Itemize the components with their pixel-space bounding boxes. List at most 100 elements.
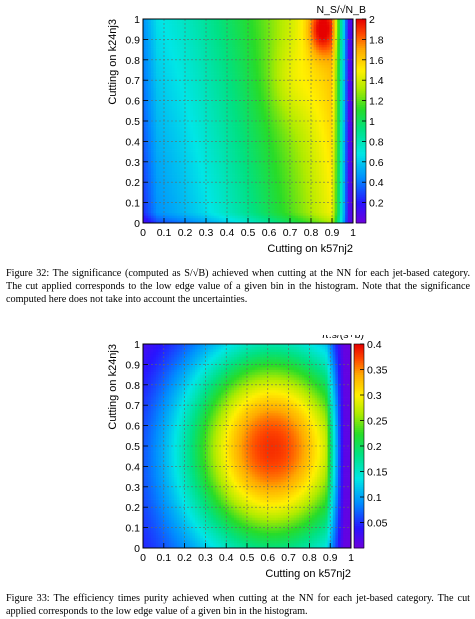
heatmap-cell <box>290 197 293 201</box>
heatmap-cell <box>153 85 157 89</box>
heatmap-cell <box>274 52 278 56</box>
heatmap-cell <box>198 47 202 50</box>
heatmap-cell <box>169 31 173 35</box>
heatmap-cell <box>174 126 178 129</box>
heatmap-cell <box>300 133 304 137</box>
heatmap-cell <box>279 62 283 66</box>
heatmap-cell <box>143 75 146 78</box>
heatmap-cell <box>287 108 291 112</box>
heatmap-cell <box>284 141 288 145</box>
heatmap-cell <box>227 41 230 45</box>
heatmap-cell <box>211 103 215 107</box>
heatmap-cell <box>161 159 165 163</box>
heatmap-cell <box>269 207 272 211</box>
heatmap-cell <box>266 103 270 107</box>
heatmap-cell <box>253 110 257 114</box>
heatmap-cell <box>174 149 178 152</box>
heatmap-cell <box>279 205 283 209</box>
heatmap-cell <box>158 121 162 124</box>
heatmap-cell <box>195 177 199 180</box>
heatmap-cell <box>221 194 225 198</box>
heatmap-cell <box>248 21 251 25</box>
heatmap-cell <box>195 29 199 33</box>
heatmap-cell <box>282 169 286 173</box>
heatmap-cell <box>182 215 186 219</box>
heatmap-cell <box>182 52 186 56</box>
heatmap-cell <box>242 131 246 135</box>
heatmap-cell <box>179 85 183 89</box>
heatmap-cell <box>240 62 244 66</box>
heatmap-cell <box>248 54 251 58</box>
heatmap-cell <box>198 128 202 132</box>
heatmap-cell <box>253 105 257 109</box>
heatmap-cell <box>284 131 288 135</box>
heatmap-cell <box>164 19 167 22</box>
heatmap-cell <box>234 72 238 76</box>
heatmap-cell <box>153 161 157 165</box>
heatmap-cell <box>305 220 309 224</box>
heatmap-cell <box>219 179 223 183</box>
heatmap-cell <box>282 197 286 201</box>
heatmap-cell <box>248 220 251 224</box>
heatmap-cell <box>148 220 152 224</box>
heatmap-cell <box>206 44 209 48</box>
heatmap-cell <box>164 179 167 183</box>
heatmap-cell <box>258 110 262 114</box>
heatmap-cell <box>263 31 267 35</box>
heatmap-cell <box>221 103 225 107</box>
heatmap-cell <box>250 49 254 53</box>
heatmap-cell <box>269 159 272 163</box>
heatmap-cell <box>216 47 220 50</box>
heatmap-cell <box>177 105 181 109</box>
heatmap-cell <box>169 41 173 45</box>
heatmap-cell <box>153 131 157 135</box>
heatmap-cell <box>240 192 244 196</box>
heatmap-cell <box>255 92 259 96</box>
heatmap-cell <box>190 143 194 147</box>
heatmap-cell <box>156 133 160 137</box>
heatmap-cell <box>169 77 173 81</box>
heatmap-cell <box>187 103 191 107</box>
heatmap-cell <box>216 215 220 219</box>
heatmap-cell <box>242 182 246 186</box>
heatmap-cell <box>166 90 170 94</box>
heatmap-cell <box>242 44 246 48</box>
heatmap-cell <box>171 80 175 84</box>
heatmap-cell <box>148 164 152 168</box>
heatmap-cell <box>248 80 251 84</box>
heatmap-cell <box>206 161 209 165</box>
heatmap-cell <box>232 182 236 186</box>
heatmap-cell <box>266 210 270 214</box>
heatmap-cell <box>150 215 154 219</box>
heatmap-cell <box>158 26 162 30</box>
heatmap-cell <box>266 49 270 53</box>
heatmap-cell <box>177 200 181 203</box>
heatmap-cell <box>224 174 228 178</box>
heatmap-cell <box>269 67 272 71</box>
heatmap-cell <box>266 115 270 119</box>
heatmap-cell <box>279 26 283 30</box>
heatmap-cell <box>224 212 228 216</box>
heatmap-cell <box>227 36 230 40</box>
heatmap-cell <box>258 113 262 117</box>
heatmap-cell <box>232 80 236 84</box>
heatmap-cell <box>279 138 283 142</box>
heatmap-cell <box>279 21 283 25</box>
heatmap-cell <box>229 194 233 198</box>
heatmap-cell <box>145 39 149 43</box>
heatmap-cell <box>303 21 307 25</box>
heatmap-cell <box>195 105 199 109</box>
heatmap-cell <box>242 77 246 81</box>
heatmap-cell <box>245 44 249 48</box>
heatmap-cell <box>276 200 280 203</box>
heatmap-cell <box>232 174 236 178</box>
heatmap-cell <box>166 121 170 124</box>
heatmap-cell <box>143 105 146 109</box>
heatmap-cell <box>295 98 299 101</box>
heatmap-cell <box>253 141 257 145</box>
heatmap-cell <box>171 49 175 53</box>
heatmap-cell <box>161 210 165 214</box>
heatmap-cell <box>292 44 296 48</box>
heatmap-cell <box>216 19 220 22</box>
heatmap-cell <box>179 64 183 68</box>
